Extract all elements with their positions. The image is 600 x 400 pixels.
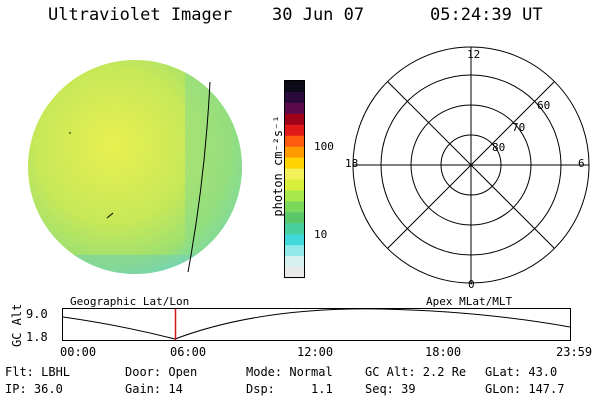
footer-ip: IP: 36.0 xyxy=(5,382,63,396)
observation-time: 05:24:39 UT xyxy=(430,5,543,25)
colorbar-swatch xyxy=(285,81,305,93)
colorbar-swatch xyxy=(285,135,305,148)
polar-plot xyxy=(352,46,590,284)
colorbar-frame xyxy=(284,80,305,278)
altitude-trace xyxy=(62,308,571,340)
observation-date: 30 Jun 07 xyxy=(272,5,365,25)
footer-gain: Gain: 14 xyxy=(125,382,183,396)
colorbar-swatch xyxy=(285,91,305,104)
colorbar-swatch xyxy=(285,267,305,279)
footer-glat: GLat: 43.0 xyxy=(485,365,558,379)
colorbar-swatch xyxy=(285,146,305,159)
polar-label-noon: 12 xyxy=(467,48,481,61)
terminator-line xyxy=(187,81,211,273)
strip-x-tick-0000: 00:00 xyxy=(60,345,97,359)
colorbar-swatch xyxy=(285,179,305,192)
colorbar-swatches xyxy=(285,81,305,279)
colorbar-tick-100: 100 xyxy=(314,140,334,153)
colorbar-swatch xyxy=(285,245,305,257)
colorbar-swatch xyxy=(285,201,305,213)
strip-x-tick-0600: 06:00 xyxy=(170,345,207,359)
colorbar-swatch xyxy=(285,234,305,246)
colorbar-swatch xyxy=(285,256,305,268)
colorbar-swatch xyxy=(285,190,305,202)
colorbar-tick-10: 10 xyxy=(314,228,328,241)
footer-mode: Mode: Normal xyxy=(246,365,333,379)
uv-disk-right-shade xyxy=(185,60,242,274)
altitude-strip-chart xyxy=(62,308,571,341)
colorbar-swatch xyxy=(285,124,305,137)
colorbar-swatch xyxy=(285,223,305,235)
strip-right-header: Apex MLat/MLT xyxy=(426,295,513,308)
footer-seq: Seq: 39 xyxy=(365,382,416,396)
image-dot xyxy=(69,132,71,134)
strip-x-tick-1800: 18:00 xyxy=(425,345,462,359)
uv-disk-bottom-edge xyxy=(40,255,220,274)
footer-filter: Flt: LBHL xyxy=(5,365,71,379)
colorbar-swatch xyxy=(285,102,305,115)
colorbar xyxy=(284,80,305,279)
colorbar-swatch xyxy=(285,212,305,224)
strip-y-tick-max: 9.0 xyxy=(26,307,48,321)
polar-label-lat-70: 70 xyxy=(512,121,526,134)
polar-label-midnight: 0 xyxy=(468,278,475,291)
polar-label-dawn: 6 xyxy=(578,157,585,170)
colorbar-swatch xyxy=(285,168,305,181)
instrument-title: Ultraviolet Imager xyxy=(48,5,233,25)
strip-x-tick-2359: 23:59 xyxy=(556,345,593,359)
colorbar-swatch xyxy=(285,113,305,126)
polar-label-lat-60: 60 xyxy=(537,99,551,112)
polar-label-dusk: 18 xyxy=(345,157,359,170)
polar-label-lat-80: 80 xyxy=(492,141,506,154)
polar-diagonal-2 xyxy=(387,81,555,249)
colorbar-swatch xyxy=(285,157,305,170)
image-artifact xyxy=(106,212,114,219)
footer-dsp: Dsp: 1.1 xyxy=(246,382,333,396)
footer-gc-alt: GC Alt: 2.2 Re xyxy=(365,365,467,379)
footer-glon: GLon: 147.7 xyxy=(485,382,565,396)
strip-frame xyxy=(62,308,571,341)
footer-door: Door: Open xyxy=(125,365,198,379)
strip-y-axis-label: GC Alt xyxy=(10,303,24,347)
strip-left-header: Geographic Lat/Lon xyxy=(70,295,190,308)
colorbar-unit-label: photon cm⁻²s⁻¹ xyxy=(271,115,285,217)
strip-y-tick-min: 1.8 xyxy=(26,330,48,344)
strip-x-tick-1200: 12:00 xyxy=(297,345,334,359)
